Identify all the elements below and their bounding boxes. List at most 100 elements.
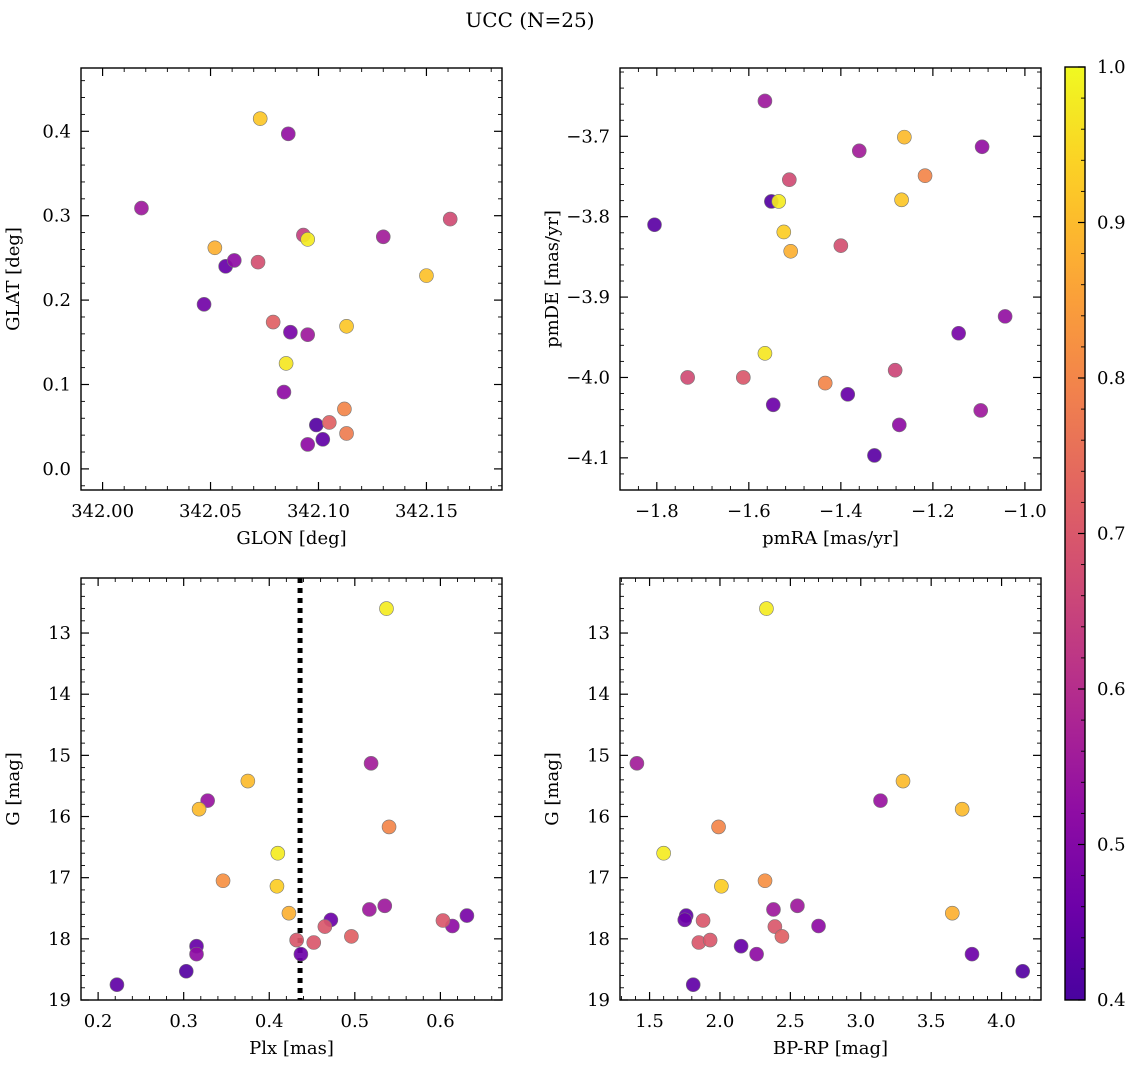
scatter-point <box>1015 963 1030 979</box>
scatter-point <box>702 932 718 948</box>
scatter-point <box>757 873 773 889</box>
plot-frame <box>80 577 503 1001</box>
scatter-point <box>771 194 787 209</box>
scatter-point <box>895 773 911 789</box>
y-tick-label: 0.0 <box>42 459 71 480</box>
x-tick-label: −1.6 <box>727 501 771 522</box>
y-tick-label: 0.2 <box>42 290 71 311</box>
scatter-point <box>891 417 907 433</box>
scatter-point <box>887 362 903 378</box>
scatter-point <box>656 845 671 861</box>
scatter-point <box>189 946 204 962</box>
x-tick-label: 342.15 <box>395 501 458 522</box>
scatter-point <box>647 217 662 233</box>
scatter-point <box>315 432 331 447</box>
scatter-point <box>379 601 394 616</box>
y-tick-label: 13 <box>587 623 610 644</box>
scatter-point <box>736 370 751 385</box>
scatter-point <box>269 878 285 894</box>
scatter-panels: 342.00 342.05 342.10 342.15 0.0 0.1 0.2 0.3 0.4 G… <box>3 67 1047 1059</box>
x-tick-label: 3.5 <box>917 1011 946 1032</box>
x-tick-label: 2.0 <box>706 1011 735 1032</box>
y-tick-label: 19 <box>587 990 610 1011</box>
y-tick-label: −3.9 <box>566 287 610 308</box>
scatter-point <box>321 415 337 430</box>
y-tick-label: 0.4 <box>42 121 71 142</box>
scatter-point <box>459 908 475 923</box>
x-axis-label: pmRA [mas/yr] <box>762 528 899 549</box>
x-tick-label: −1.0 <box>1003 501 1047 522</box>
scatter-point <box>685 977 701 993</box>
x-tick-label: 3.0 <box>846 1011 875 1032</box>
y-tick-label: 18 <box>48 929 71 950</box>
scatter-point <box>375 229 391 245</box>
scatter-point <box>309 417 324 433</box>
scatter-point <box>964 946 980 962</box>
scatter-point <box>362 902 377 917</box>
scatter-point <box>873 793 888 808</box>
colorbar-tick-label: 0.4 <box>1097 990 1126 1011</box>
scatter-point <box>951 325 966 341</box>
scatter-point <box>774 929 790 944</box>
scatter-point <box>363 756 379 771</box>
scatter-point <box>811 918 826 934</box>
scatter-point <box>677 912 693 928</box>
x-tick-label: −1.4 <box>819 501 863 522</box>
x-tick-label: 0.3 <box>169 1011 198 1032</box>
colorbar-tick-label: 0.5 <box>1097 835 1126 856</box>
scatter-point <box>280 126 296 142</box>
scatter-point <box>109 977 125 993</box>
x-tick-label: 0.6 <box>426 1011 455 1032</box>
scatter-point <box>840 387 856 402</box>
y-tick-label: 15 <box>48 745 71 766</box>
x-tick-label: 2.5 <box>776 1011 805 1032</box>
scatter-point <box>714 878 729 894</box>
y-tick-label: 16 <box>587 807 610 828</box>
colorbar-tick-label: 1.0 <box>1097 57 1126 78</box>
y-tick-label: 16 <box>48 807 71 828</box>
scatter-point <box>293 946 309 962</box>
x-tick-label: 4.0 <box>987 1011 1016 1032</box>
y-axis-label: GLAT [deg] <box>3 227 24 331</box>
scatter-point <box>442 211 458 227</box>
scatter-point <box>240 773 256 789</box>
colorbar-tick-label: 0.9 <box>1097 213 1126 234</box>
scatter-point <box>381 819 397 835</box>
scatter-point <box>215 873 231 889</box>
y-tick-label: −3.7 <box>566 126 610 147</box>
x-tick-label: −1.8 <box>635 501 679 522</box>
scatter-point <box>917 168 933 184</box>
x-tick-label: −1.2 <box>911 501 955 522</box>
scatter-point <box>344 929 359 944</box>
y-tick-label: 17 <box>48 868 71 889</box>
scatter-point <box>196 297 212 312</box>
scatter-point <box>954 801 970 817</box>
y-tick-label: 17 <box>587 868 610 889</box>
scatter-point <box>377 898 393 914</box>
scatter-point <box>419 268 434 283</box>
x-tick-label: 342.05 <box>179 501 242 522</box>
plot-frame <box>619 577 1042 1001</box>
y-tick-label: 14 <box>587 684 610 705</box>
x-tick-label: 0.5 <box>341 1011 370 1032</box>
x-tick-label: 1.5 <box>635 1011 664 1032</box>
scatter-point <box>300 437 315 452</box>
scatter-point <box>278 356 294 371</box>
y-tick-label: 0.3 <box>42 206 71 227</box>
scatter-point <box>250 254 266 270</box>
scatter-point <box>757 346 773 361</box>
panel-2: −1.8 −1.6 −1.4 −1.2 −1.0 −4.1 −4.0 −3.9 −3.8 −3.7… <box>542 67 1047 549</box>
scatter-point <box>757 93 773 109</box>
scatter-point <box>276 384 292 400</box>
x-tick-label: 342.10 <box>287 501 350 522</box>
colorbar: 0.4 0.5 0.6 0.7 0.8 0.9 1.0 <box>1064 57 1126 1011</box>
y-tick-label: 14 <box>48 684 71 705</box>
x-axis-label: BP-RP [mag] <box>773 1038 888 1059</box>
y-axis-label: G [mag] <box>542 752 563 825</box>
scatter-point <box>782 172 797 188</box>
scatter-point <box>695 913 711 928</box>
scatter-point <box>289 932 304 948</box>
scatter-point <box>283 324 298 340</box>
y-tick-label: 15 <box>587 745 610 766</box>
